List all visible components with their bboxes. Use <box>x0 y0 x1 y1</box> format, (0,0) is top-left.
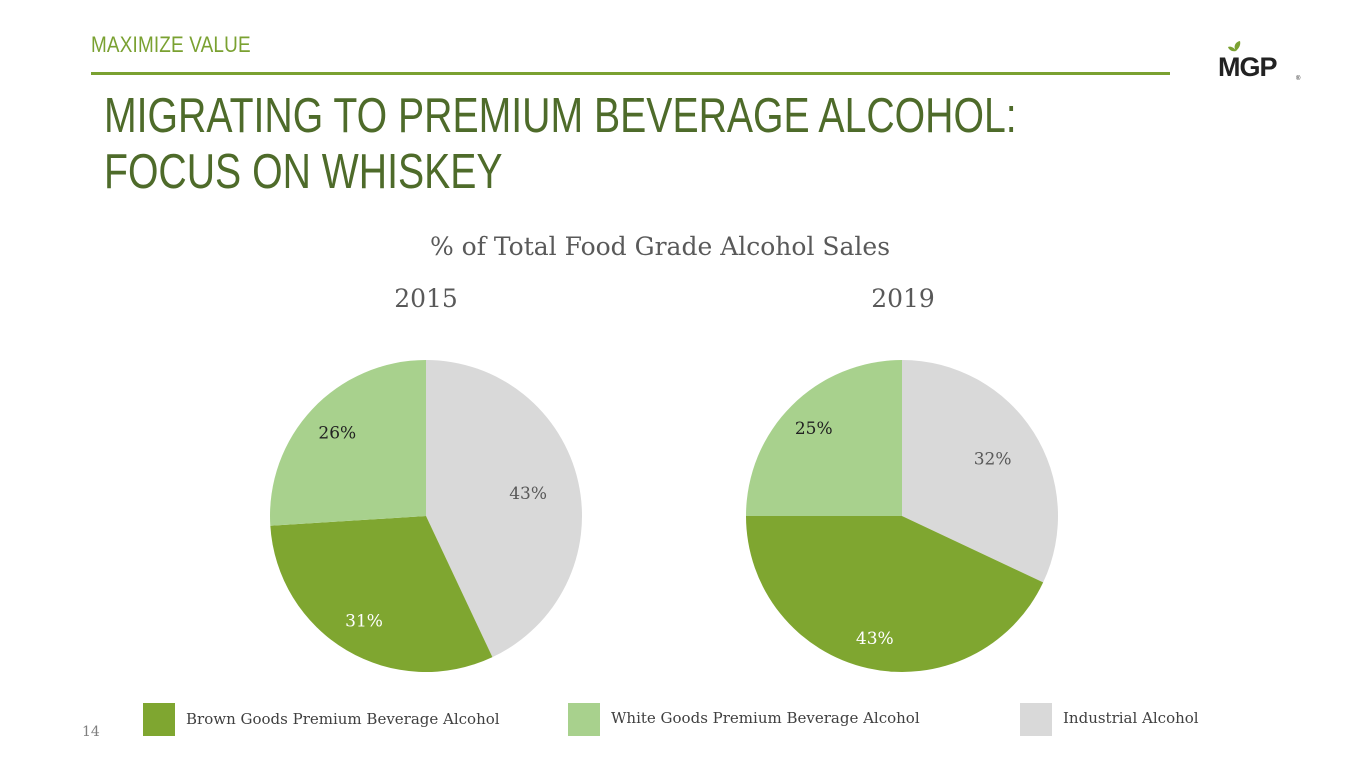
page-title-line-1: MIGRATING TO PREMIUM BEVERAGE ALCOHOL: <box>104 89 1017 143</box>
legend-label-industrial: Industrial Alcohol <box>1063 709 1199 727</box>
page-title-line-2: FOCUS ON WHISKEY <box>104 145 503 199</box>
chart-title: % of Total Food Grade Alcohol Sales <box>0 232 1320 261</box>
leaf-icon <box>1228 41 1241 52</box>
year-label-2015: 2015 <box>394 284 458 313</box>
pie-2019-slice-white-goods <box>746 360 902 516</box>
year-label-2019: 2019 <box>871 284 935 313</box>
pie-2015-label-white-goods: 26% <box>318 424 356 444</box>
page-title: MIGRATING TO PREMIUM BEVERAGE ALCOHOL: F… <box>104 88 1017 200</box>
legend-label-white-goods: White Goods Premium Beverage Alcohol <box>611 709 920 727</box>
pie-2019-label-white-goods: 25% <box>795 419 833 439</box>
pie-2019-slice-industrial <box>902 360 1059 583</box>
page-number: 14 <box>82 724 100 740</box>
header-divider <box>91 72 1170 75</box>
pie-2015-slice-brown-goods <box>270 516 493 672</box>
pie-2015-slice-white-goods <box>270 360 426 526</box>
pie-charts: 43% 31% 26% 32% 43% 25% <box>270 360 1059 672</box>
section-label: MAXIMIZE VALUE <box>91 32 251 57</box>
legend-label-brown-goods: Brown Goods Premium Beverage Alcohol <box>186 710 500 728</box>
mgp-logo: MGP ® <box>1218 41 1301 82</box>
legend-swatch-brown-goods <box>143 703 175 736</box>
legend-swatch-industrial <box>1020 703 1052 736</box>
pie-2019-label-industrial: 32% <box>974 449 1012 469</box>
pie-2015-slice-industrial <box>426 360 582 658</box>
legend-swatch-white-goods <box>568 703 600 736</box>
pie-2015-label-brown-goods: 31% <box>345 612 383 632</box>
pie-2019-slice-brown-goods <box>746 516 1044 672</box>
chart-title-text: % of Total Food Grade Alcohol Sales <box>429 232 891 261</box>
logo-text: MGP <box>1218 52 1277 82</box>
pie-2015-label-industrial: 43% <box>509 484 547 504</box>
registered-mark: ® <box>1296 75 1301 82</box>
pie-2019-label-brown-goods: 43% <box>856 629 894 649</box>
